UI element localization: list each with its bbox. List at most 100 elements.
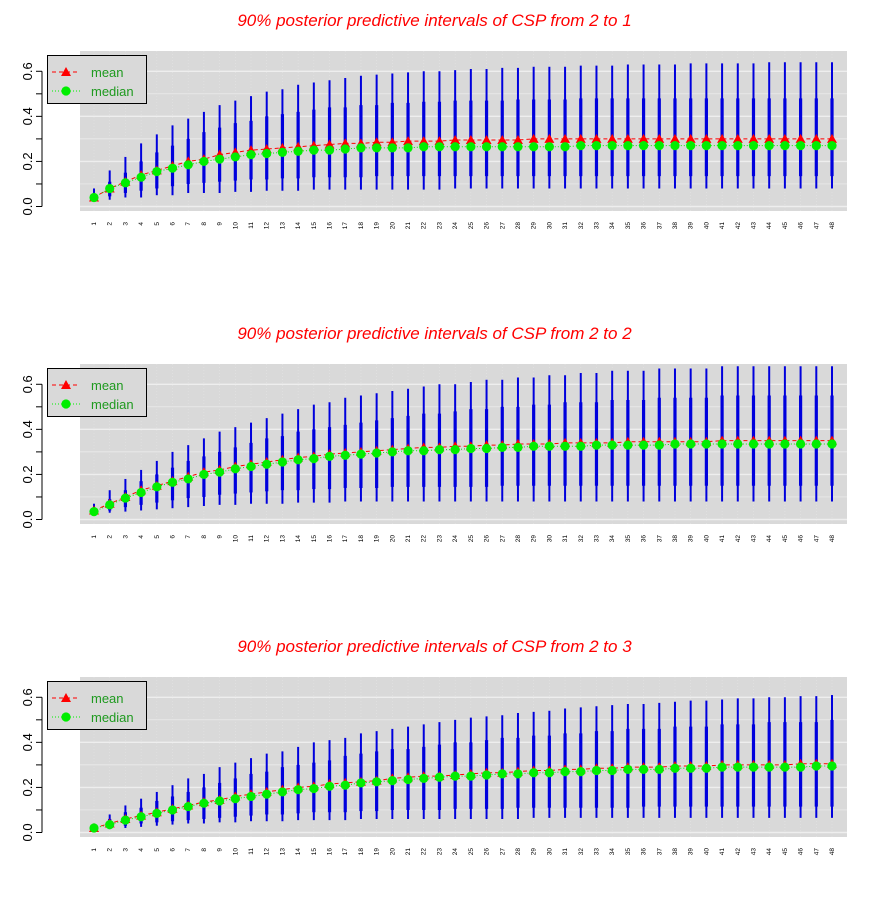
median-point <box>560 767 570 777</box>
x-tick-label: 37 <box>656 848 663 856</box>
x-tick-label: 44 <box>766 535 773 543</box>
median-point <box>701 141 711 151</box>
y-tick-label: 0.0 <box>20 823 35 841</box>
x-tick-label: 17 <box>342 222 349 230</box>
x-tick-label: 12 <box>264 848 271 856</box>
median-point <box>497 769 507 779</box>
legend-mean-marker <box>61 67 71 76</box>
x-tick-label: 2 <box>107 848 114 852</box>
median-point <box>215 796 225 806</box>
x-tick-label: 31 <box>562 535 569 543</box>
x-tick-label: 32 <box>578 848 585 856</box>
median-point <box>340 144 350 154</box>
legend-mean-label: mean <box>91 65 124 80</box>
median-point <box>529 441 539 451</box>
x-tick-label: 15 <box>311 222 318 230</box>
x-tick-label: 42 <box>735 535 742 543</box>
median-point <box>230 464 240 474</box>
x-tick-label: 19 <box>374 222 381 230</box>
x-tick-label: 3 <box>122 848 129 852</box>
x-tick-label: 42 <box>735 222 742 230</box>
median-point <box>764 439 774 449</box>
median-point <box>277 457 288 467</box>
median-point <box>450 771 460 781</box>
x-tick-label: 25 <box>468 222 475 230</box>
median-point <box>387 776 397 786</box>
median-point <box>795 439 806 449</box>
x-tick-label: 11 <box>248 222 255 229</box>
x-tick-label: 41 <box>719 222 726 230</box>
mean-point <box>450 135 461 145</box>
median-point <box>183 474 193 484</box>
legend-mean-marker <box>61 693 71 702</box>
median-point <box>623 440 633 450</box>
mean-point <box>795 133 806 143</box>
median-point <box>748 762 759 772</box>
median-point <box>120 178 131 188</box>
x-tick-label: 13 <box>279 535 286 543</box>
x-tick-label: 15 <box>311 848 318 856</box>
median-point <box>387 447 397 457</box>
median-point <box>576 141 586 151</box>
x-tick-label: 31 <box>562 222 569 230</box>
legend-median-marker <box>61 712 71 722</box>
x-tick-label: 43 <box>750 848 757 856</box>
x-tick-label: 11 <box>248 535 255 542</box>
x-tick-label: 36 <box>641 848 648 856</box>
x-tick-label: 9 <box>217 535 224 539</box>
median-point <box>764 762 774 772</box>
x-tick-label: 4 <box>138 848 145 852</box>
median-point <box>309 783 319 794</box>
y-tick-label: 0.6 <box>20 62 35 80</box>
x-tick-label: 2 <box>107 535 114 539</box>
median-point <box>607 440 617 450</box>
mean-point <box>732 133 743 143</box>
legend-mean-label: mean <box>91 691 124 706</box>
x-tick-label: 15 <box>311 535 318 543</box>
chart-panel-2: 90% posterior predictive intervals of CS… <box>0 313 869 601</box>
median-point <box>654 141 664 151</box>
x-tick-label: 40 <box>703 535 710 543</box>
median-point <box>811 439 821 449</box>
x-tick-label: 26 <box>484 222 491 230</box>
median-point <box>167 477 178 487</box>
x-tick-label: 22 <box>421 535 428 543</box>
x-tick-label: 6 <box>170 848 177 852</box>
x-tick-label: 34 <box>609 848 616 856</box>
median-point <box>372 448 382 458</box>
x-tick-label: 7 <box>185 222 192 226</box>
x-tick-label: 25 <box>468 848 475 856</box>
median-point <box>686 439 696 449</box>
x-tick-label: 26 <box>484 535 491 543</box>
legend: mean median <box>47 368 147 417</box>
x-tick-label: 25 <box>468 535 475 543</box>
x-tick-label: 23 <box>436 222 443 230</box>
median-point <box>324 781 335 791</box>
x-tick-label: 28 <box>515 848 522 856</box>
x-tick-label: 12 <box>264 222 271 230</box>
x-tick-label: 17 <box>342 535 349 543</box>
x-tick-label: 33 <box>593 535 600 543</box>
x-tick-label: 47 <box>813 535 820 543</box>
median-point <box>607 141 617 151</box>
median-point <box>136 172 146 182</box>
median-point <box>403 446 413 456</box>
median-point <box>513 442 523 452</box>
median-point <box>277 787 288 797</box>
median-point <box>466 443 476 454</box>
x-tick-label: 28 <box>515 222 522 230</box>
x-tick-label: 47 <box>813 848 820 856</box>
x-tick-label: 38 <box>672 535 679 543</box>
x-tick-label: 10 <box>232 848 239 856</box>
y-tick-label: 0.2 <box>20 465 35 483</box>
mean-point <box>324 139 335 149</box>
x-tick-label: 24 <box>452 535 459 543</box>
y-tick-label: 0.4 <box>20 420 35 438</box>
median-point <box>230 152 240 162</box>
plot-background <box>80 51 847 211</box>
median-point <box>560 142 570 152</box>
median-point <box>497 142 507 152</box>
x-tick-label: 38 <box>672 222 679 230</box>
mean-point <box>638 133 649 143</box>
x-tick-label: 8 <box>201 535 208 539</box>
